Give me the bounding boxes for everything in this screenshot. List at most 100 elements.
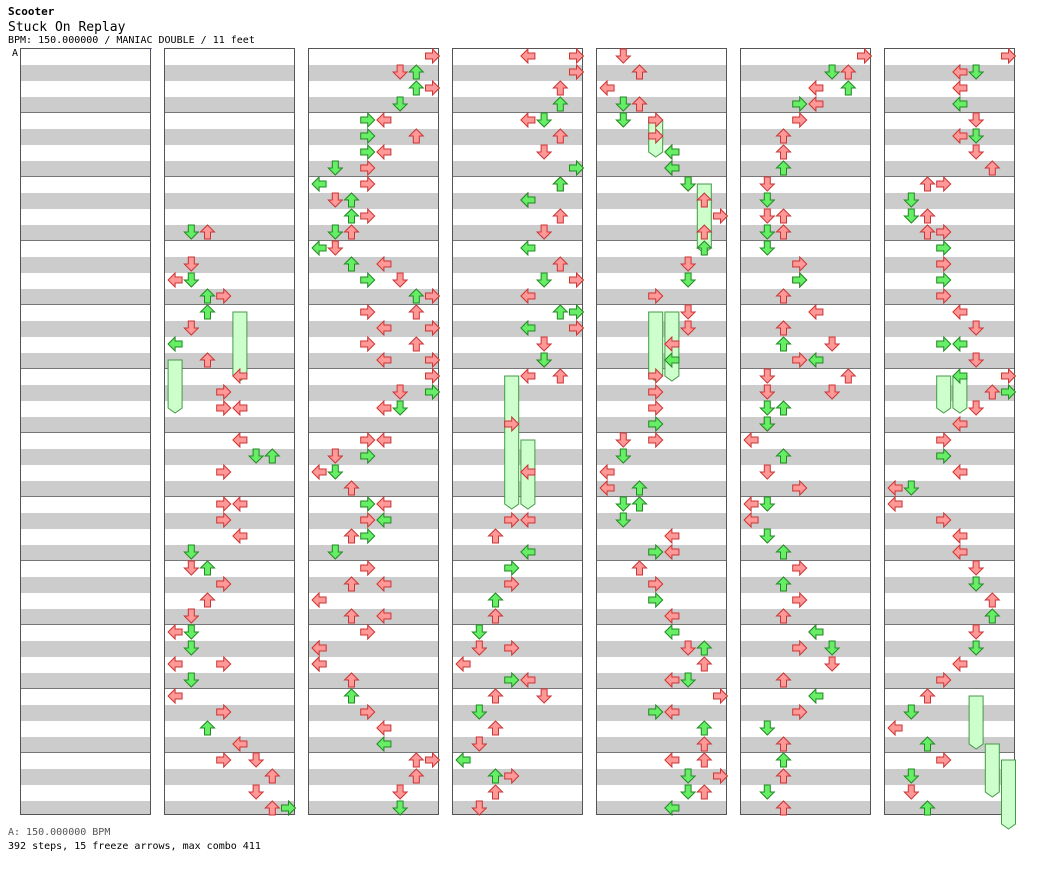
step-arrow-down-quarter [391, 64, 409, 80]
step-arrow-right-quarter [504, 511, 520, 529]
step-arrow-right-quarter [425, 47, 441, 65]
step-arrow-up-quarter [840, 368, 857, 384]
step-arrow-down-eighth [247, 448, 265, 464]
step-arrow-right-quarter [360, 303, 376, 321]
step-arrow-up-quarter [775, 800, 792, 816]
step-arrow-right-quarter [713, 207, 729, 225]
step-arrow-down-quarter [967, 400, 985, 416]
step-arrow-right-quarter [360, 511, 376, 529]
step-arrow-up-quarter [408, 128, 425, 144]
step-arrow-down-quarter [247, 752, 265, 768]
step-arrow-up-eighth [775, 400, 792, 416]
step-arrow-right-quarter [792, 639, 808, 657]
step-arrow-up-quarter [696, 752, 713, 768]
step-arrow-right-quarter [648, 127, 664, 145]
step-arrow-up-quarter [696, 192, 713, 208]
step-arrow-up-eighth [775, 336, 792, 352]
step-arrow-left-quarter [520, 463, 536, 481]
step-arrow-down-quarter [535, 144, 553, 160]
artist-name: Scooter [8, 5, 55, 18]
step-arrow-left-quarter [952, 543, 968, 561]
step-arrow-up-eighth [552, 96, 569, 112]
step-arrow-right-eighth [360, 495, 376, 513]
step-arrow-up-eighth [631, 480, 648, 496]
step-arrow-left-eighth [952, 335, 968, 353]
step-arrow-right-quarter [792, 111, 808, 129]
step-arrow-down-quarter [679, 304, 697, 320]
step-arrow-up-quarter [631, 560, 648, 576]
step-arrow-down-quarter [615, 432, 632, 448]
step-arrow-down-eighth [903, 192, 920, 208]
step-arrow-down-quarter [327, 448, 344, 464]
step-arrow-up-quarter [775, 736, 792, 752]
step-arrow-left-quarter [520, 671, 536, 689]
step-arrow-up-quarter [696, 736, 713, 752]
step-arrow-right-eighth [936, 335, 952, 353]
step-arrow-up-quarter [919, 176, 936, 192]
step-arrow-right-quarter [216, 655, 232, 673]
step-arrow-down-eighth [535, 352, 553, 368]
step-arrow-right-quarter [569, 63, 585, 81]
step-arrow-left-quarter [376, 143, 392, 161]
step-arrow-up-quarter [919, 208, 936, 224]
step-arrow-left-eighth [952, 95, 968, 113]
step-arrow-right-quarter [216, 575, 232, 593]
step-arrow-right-quarter [360, 335, 376, 353]
step-arrow-down-eighth [327, 224, 344, 240]
step-arrow-up-quarter [487, 720, 504, 736]
step-arrow-right-quarter [425, 751, 441, 769]
step-arrow-left-quarter [887, 479, 903, 497]
step-arrow-up-eighth [408, 64, 425, 80]
step-arrow-up-quarter [631, 64, 648, 80]
step-arrow-left-eighth [455, 751, 471, 769]
step-arrow-right-quarter [504, 639, 520, 657]
step-arrow-left-quarter [664, 671, 680, 689]
step-arrow-left-eighth [520, 319, 536, 337]
step-arrow-right-quarter [1001, 47, 1017, 65]
chart-column-6 [740, 48, 871, 815]
step-arrow-right-quarter [360, 175, 376, 193]
step-arrow-up-quarter [343, 480, 360, 496]
step-arrow-left-quarter [376, 607, 392, 625]
step-arrow-down-eighth [903, 704, 920, 720]
step-arrow-down-quarter [327, 240, 344, 256]
step-arrow-left-quarter [808, 303, 824, 321]
step-arrow-down-eighth [823, 64, 841, 80]
step-arrow-left-eighth [520, 543, 536, 561]
step-arrow-left-quarter [520, 511, 536, 529]
step-arrow-up-eighth [199, 304, 216, 320]
step-arrow-up-quarter [696, 784, 713, 800]
step-arrow-up-quarter [264, 768, 281, 784]
step-arrow-down-quarter [759, 208, 776, 224]
step-arrow-up-quarter [408, 336, 425, 352]
step-arrow-up-eighth [408, 80, 425, 96]
chart-column-1 [20, 48, 151, 815]
step-arrow-up-quarter [199, 224, 216, 240]
step-arrow-right-eighth [648, 415, 664, 433]
step-arrow-down-quarter [471, 640, 488, 656]
step-arrow-up-quarter [408, 768, 425, 784]
chart-column-3 [308, 48, 439, 815]
step-arrow-right-quarter [569, 271, 585, 289]
step-arrow-right-eighth [281, 799, 297, 817]
step-arrow-down-quarter [535, 224, 553, 240]
step-arrow-up-eighth [343, 208, 360, 224]
chart-column-7 [884, 48, 1015, 815]
step-arrow-left-quarter [664, 527, 680, 545]
step-arrow-down-quarter [823, 656, 841, 672]
step-arrow-down-quarter [679, 640, 697, 656]
step-arrow-up-eighth [840, 80, 857, 96]
step-arrow-up-quarter [552, 208, 569, 224]
step-arrow-down-eighth [759, 496, 776, 512]
step-arrow-down-eighth [759, 528, 776, 544]
step-arrow-left-quarter [599, 79, 615, 97]
step-arrow-left-quarter [664, 543, 680, 561]
step-arrow-left-eighth [664, 623, 680, 641]
step-arrow-up-quarter [775, 288, 792, 304]
step-arrow-right-quarter [425, 367, 441, 385]
step-arrow-right-eighth [792, 271, 808, 289]
step-arrow-left-quarter [167, 655, 183, 673]
step-arrow-up-quarter [775, 208, 792, 224]
step-arrow-left-quarter [952, 655, 968, 673]
